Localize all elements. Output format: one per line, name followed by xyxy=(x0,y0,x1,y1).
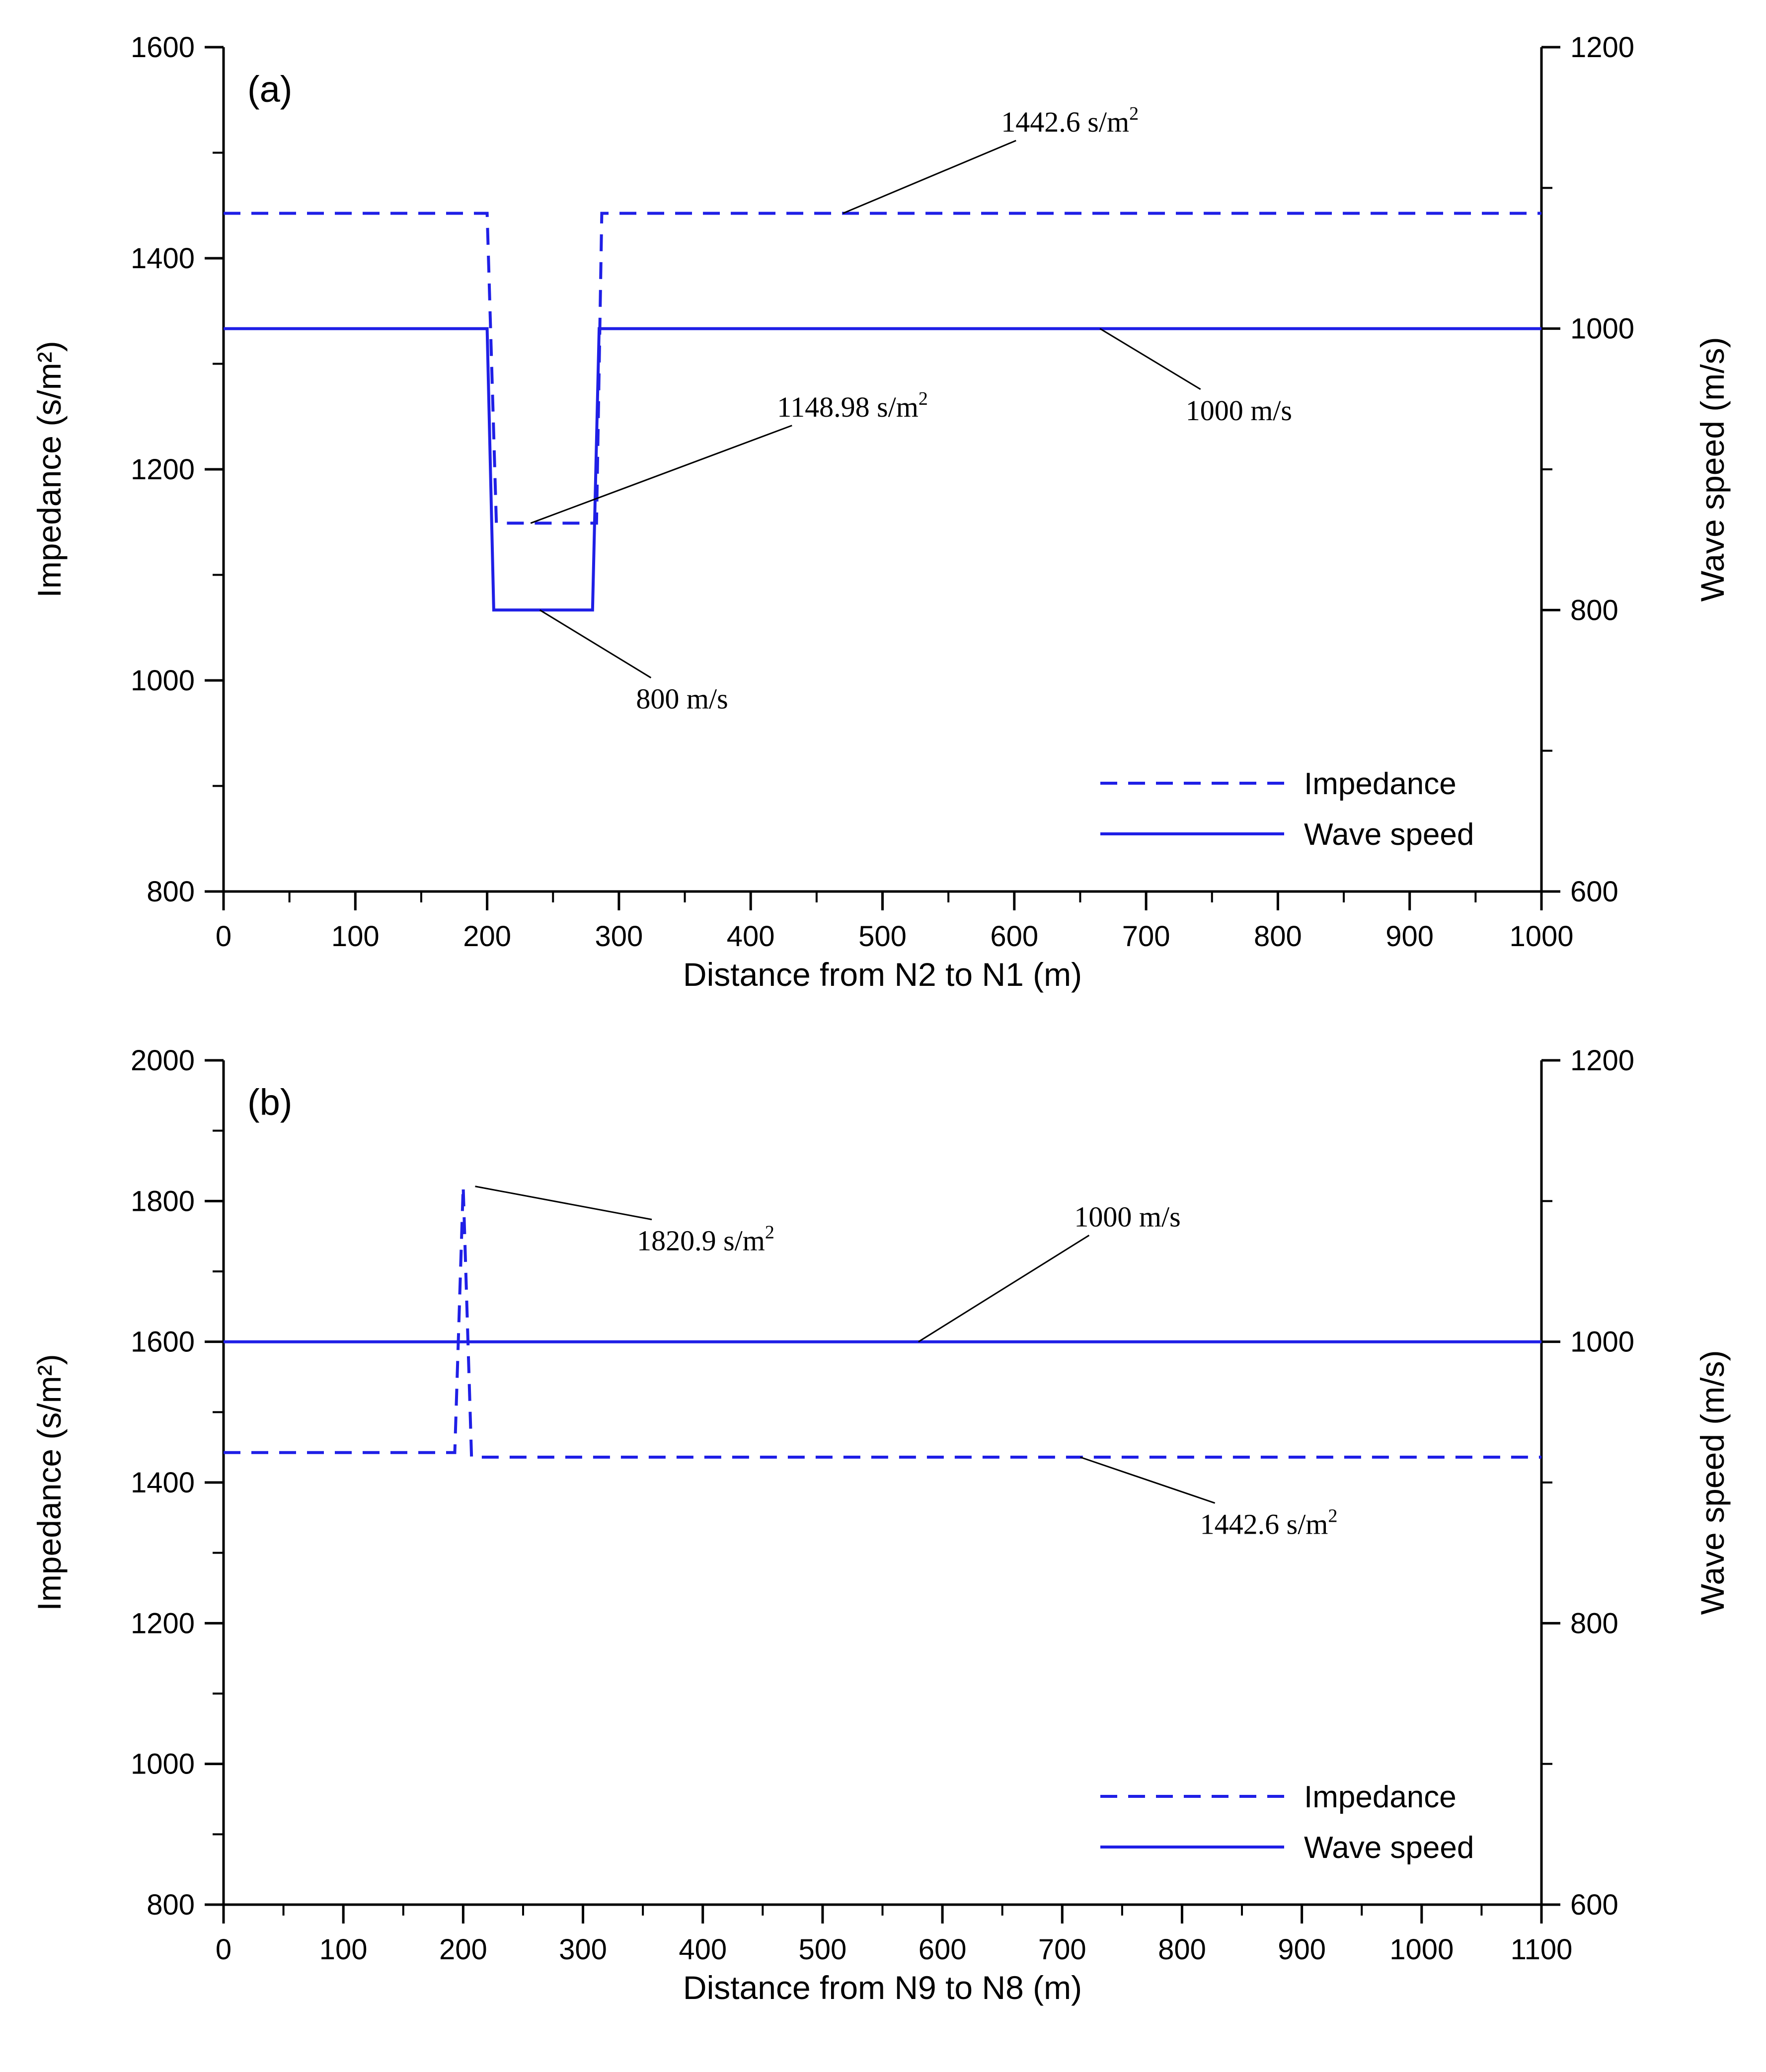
y-tick-label: 800 xyxy=(147,1889,195,1921)
annotation-leader-line xyxy=(1099,328,1201,390)
annotation-superscript: 2 xyxy=(1328,1505,1337,1526)
x-tick-label: 0 xyxy=(216,1933,231,1966)
legend-impedance-label: Impedance xyxy=(1304,767,1457,801)
legend-impedance-label: Impedance xyxy=(1304,1780,1457,1814)
y-tick-label: 1800 xyxy=(131,1185,195,1217)
annotation-label: 1000 m/s xyxy=(1074,1200,1180,1233)
y-tick-label: 1600 xyxy=(131,31,195,64)
annotation-leader-line xyxy=(530,425,792,524)
annotation-text: 1148.98 s/m xyxy=(777,391,919,423)
legend-wave-speed-label: Wave speed xyxy=(1304,817,1474,852)
annotation-label: 1000 m/s xyxy=(1186,394,1292,427)
annotation-label: 1820.9 s/m2 xyxy=(637,1222,774,1257)
x-tick-label: 600 xyxy=(990,920,1038,953)
x-tick-label: 200 xyxy=(439,1933,487,1966)
x-tick-label: 1000 xyxy=(1509,920,1573,953)
x-tick-label: 800 xyxy=(1254,920,1302,953)
impedance-series-line xyxy=(224,212,1541,525)
annotation-text: 1000 m/s xyxy=(1186,394,1292,427)
impedance-series-line xyxy=(224,1186,1541,1459)
x-tick-label: 100 xyxy=(331,920,380,953)
y-axis-title: Impedance (s/m²) xyxy=(31,341,68,597)
x-tick-label: 600 xyxy=(919,1933,967,1966)
y2-tick-label: 600 xyxy=(1570,1889,1618,1921)
panel-label: (a) xyxy=(247,69,292,110)
annotation-label: 1442.6 s/m2 xyxy=(1200,1505,1338,1540)
legend-wave-speed-label: Wave speed xyxy=(1304,1831,1474,1865)
x-axis-title: Distance from N9 to N8 (m) xyxy=(683,1969,1082,2006)
x-tick-label: 400 xyxy=(727,920,775,953)
y-tick-label: 1200 xyxy=(131,453,195,486)
annotation-leader-line xyxy=(475,1185,652,1220)
x-tick-label: 0 xyxy=(216,920,231,953)
x-tick-label: 100 xyxy=(319,1933,368,1966)
x-tick-label: 900 xyxy=(1278,1933,1326,1966)
x-tick-label: 200 xyxy=(463,920,511,953)
x-tick-label: 400 xyxy=(679,1933,727,1966)
y-tick-label: 1600 xyxy=(131,1326,195,1358)
annotation-text: 1442.6 s/m xyxy=(1200,1508,1328,1540)
y2-axis-title: Wave speed (m/s) xyxy=(1694,1350,1731,1615)
annotation-label: 1442.6 s/m2 xyxy=(1001,103,1139,138)
panel-a-chart: 0 100 200 300 400 500 600 700 800 900 1000 800 1000 1… xyxy=(31,31,1731,993)
y-tick-label: 1000 xyxy=(131,665,195,697)
y-tick-label: 800 xyxy=(147,876,195,908)
annotation-superscript: 2 xyxy=(765,1222,774,1243)
annotation-superscript: 2 xyxy=(919,388,928,409)
x-tick-label: 500 xyxy=(858,920,907,953)
x-tick-label: 700 xyxy=(1122,920,1170,953)
annotation-text: 1820.9 s/m xyxy=(637,1225,765,1257)
annotation-leader-line xyxy=(539,609,652,678)
y-tick-label: 1200 xyxy=(131,1607,195,1639)
annotation-text: 1442.6 s/m xyxy=(1001,106,1129,138)
annotation-superscript: 2 xyxy=(1129,103,1139,124)
panel-b-chart: 0 100 200 300 400 500 600 700 800 900 1000 1100 800 1… xyxy=(31,1044,1731,2006)
annotation-text: 800 m/s xyxy=(636,683,728,715)
y2-axis-title: Wave speed (m/s) xyxy=(1694,337,1731,601)
y-tick-label: 1000 xyxy=(131,1748,195,1780)
annotation-leader-line xyxy=(1079,1456,1216,1504)
y2-tick-label: 600 xyxy=(1570,876,1618,908)
x-tick-label: 500 xyxy=(799,1933,847,1966)
y-tick-label: 1400 xyxy=(131,1467,195,1499)
y2-tick-label: 1200 xyxy=(1570,31,1634,64)
x-axis-title: Distance from N2 to N1 (m) xyxy=(683,956,1082,993)
wave-speed-series-line xyxy=(224,327,1541,612)
annotation-label: 800 m/s xyxy=(636,683,728,715)
x-tick-label: 1100 xyxy=(1511,1933,1573,1966)
x-tick-label: 300 xyxy=(595,920,643,953)
x-tick-label: 1000 xyxy=(1389,1933,1454,1966)
annotation-leader-line xyxy=(843,140,1016,214)
y2-tick-label: 1000 xyxy=(1570,313,1634,345)
y2-tick-label: 800 xyxy=(1570,1607,1618,1639)
y2-tick-label: 1200 xyxy=(1570,1044,1634,1077)
annotation-leader-line xyxy=(918,1235,1090,1342)
x-tick-label: 800 xyxy=(1158,1933,1206,1966)
y-tick-label: 2000 xyxy=(131,1044,195,1077)
annotation-text: 1000 m/s xyxy=(1074,1200,1180,1233)
y2-tick-label: 1000 xyxy=(1570,1326,1634,1358)
x-tick-label: 300 xyxy=(559,1933,607,1966)
panel-label: (b) xyxy=(247,1082,292,1123)
y-axis-title: Impedance (s/m²) xyxy=(31,1354,68,1611)
y-tick-label: 1400 xyxy=(131,242,195,275)
y2-tick-label: 800 xyxy=(1570,594,1618,626)
x-tick-label: 900 xyxy=(1385,920,1434,953)
annotation-label: 1148.98 s/m2 xyxy=(777,388,928,423)
x-tick-label: 700 xyxy=(1038,1933,1086,1966)
